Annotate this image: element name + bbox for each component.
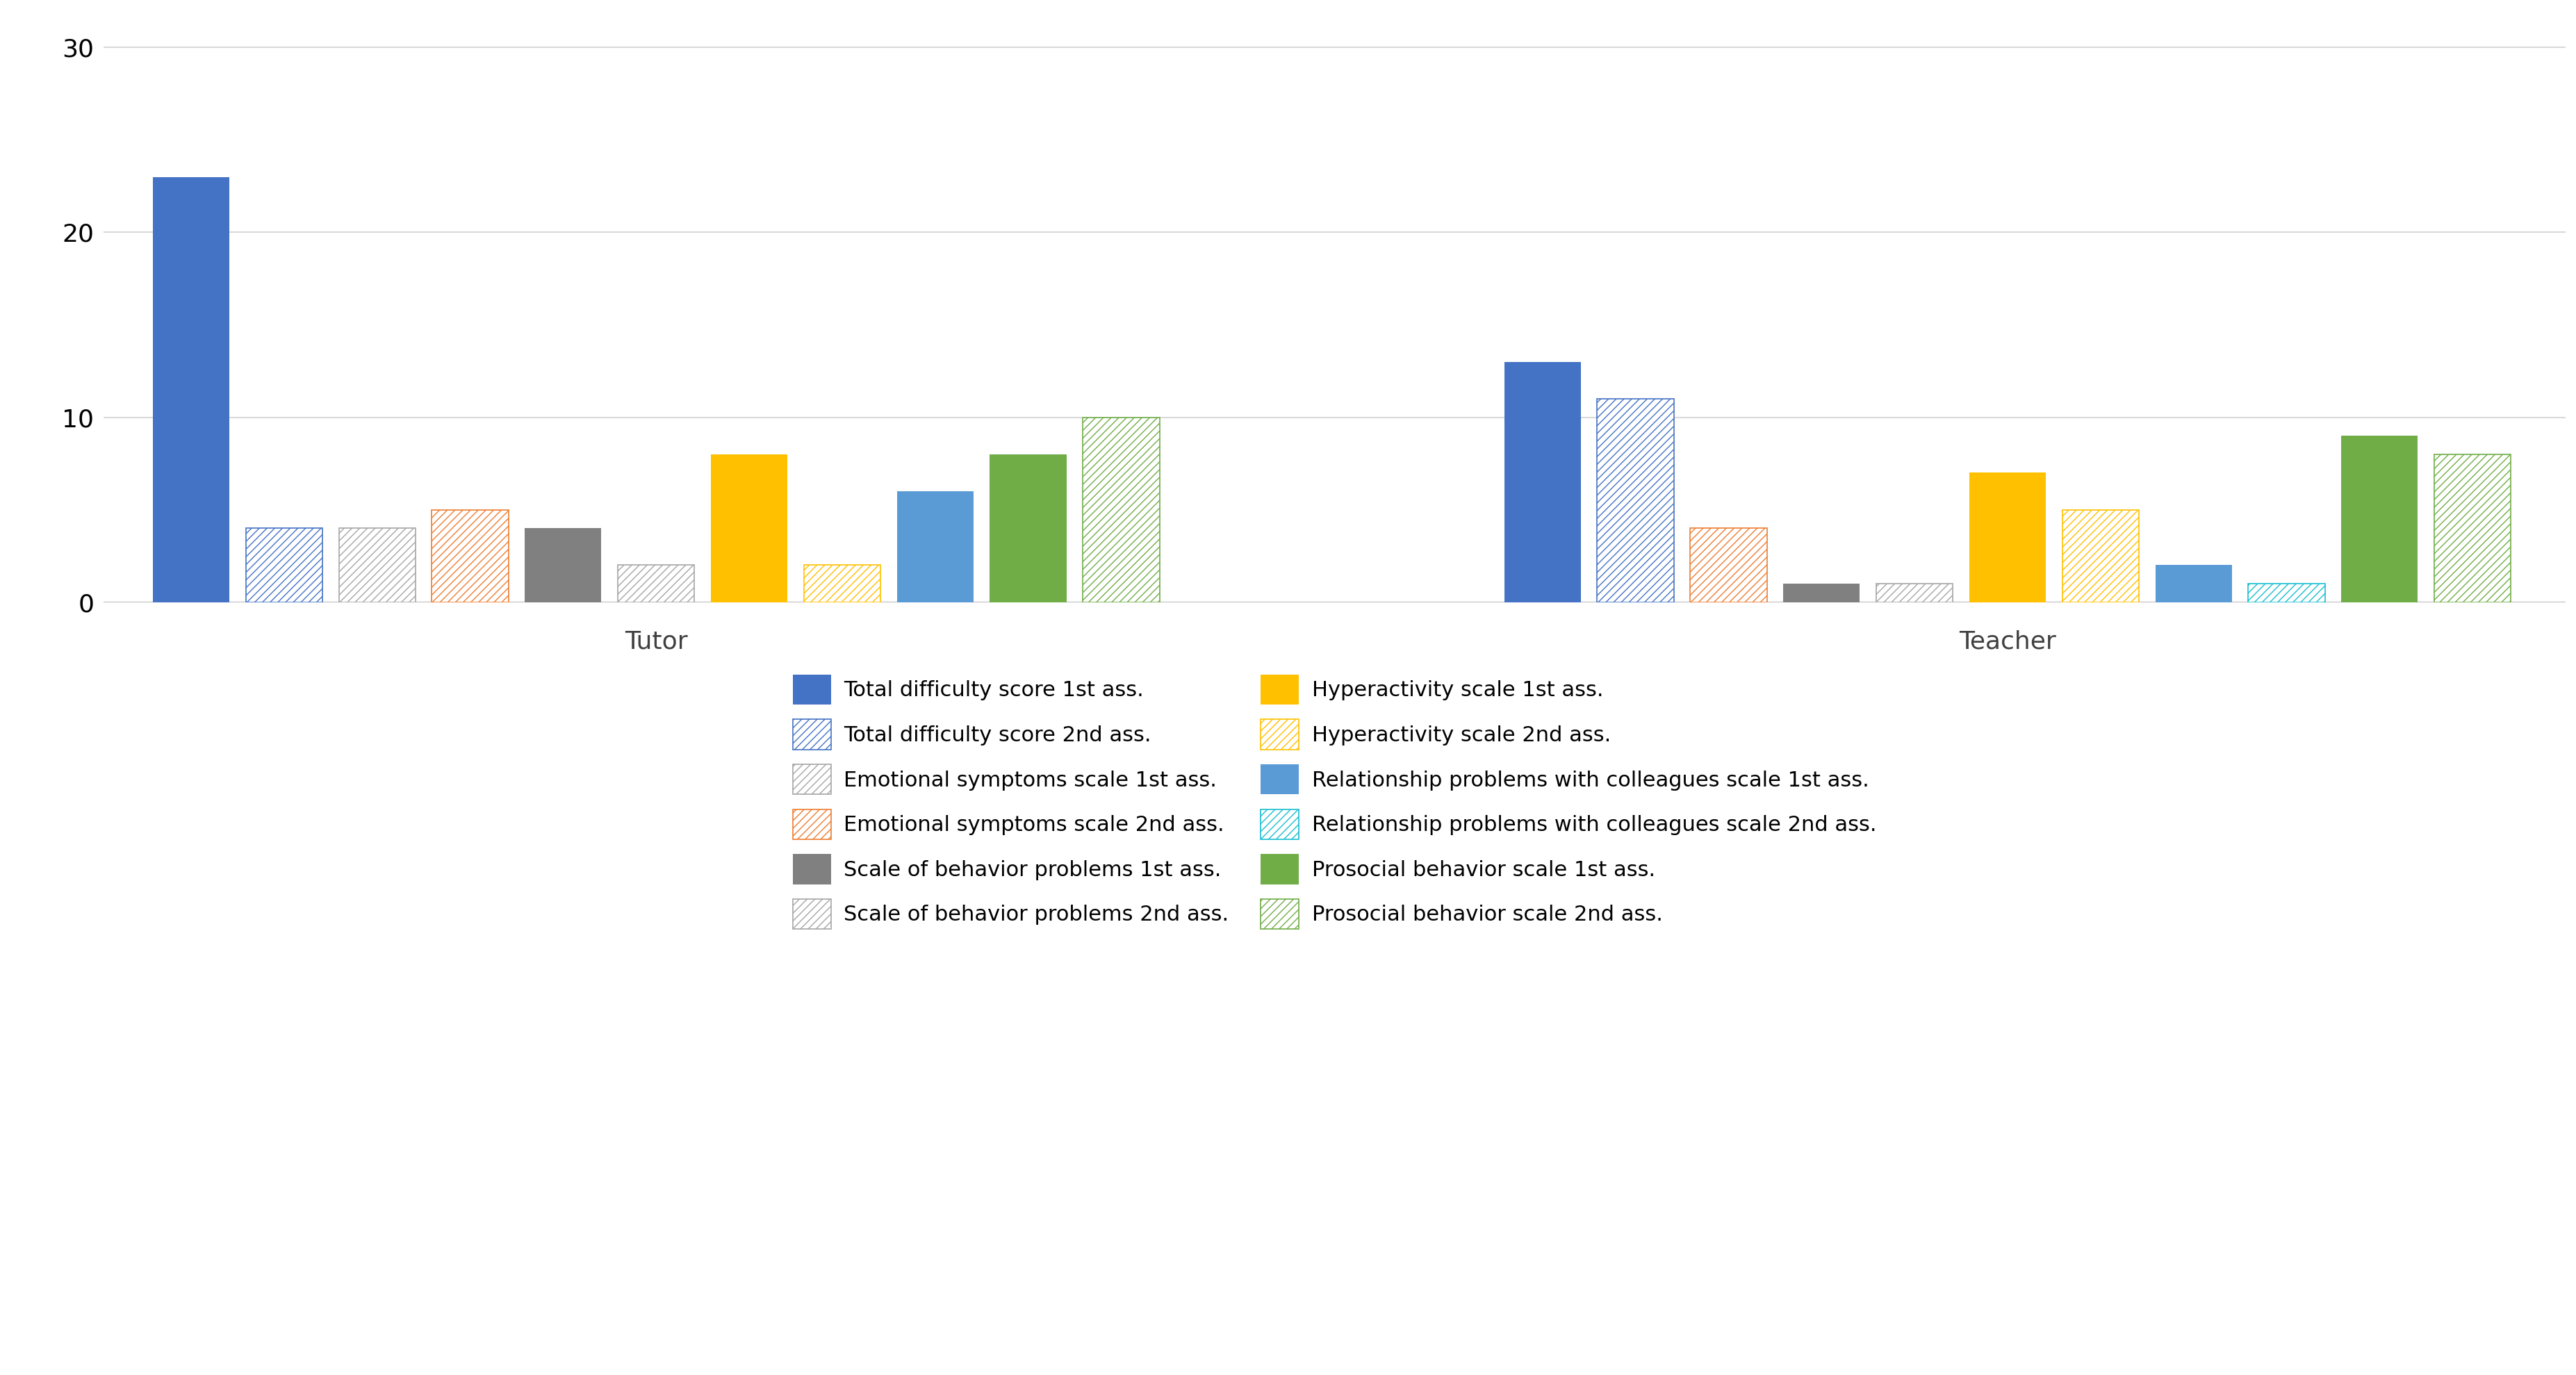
Bar xyxy=(804,565,881,602)
Bar xyxy=(526,528,600,602)
Bar xyxy=(2156,565,2231,602)
Bar xyxy=(618,565,696,602)
Bar xyxy=(245,528,322,602)
Bar xyxy=(896,491,974,602)
Bar xyxy=(433,510,507,602)
Bar xyxy=(152,177,229,602)
Bar xyxy=(1968,473,2045,602)
Legend: Total difficulty score 1st ass., Total difficulty score 2nd ass., Emotional symp: Total difficulty score 1st ass., Total d… xyxy=(783,666,1886,938)
Bar xyxy=(1690,528,1767,602)
Text: Tutor: Tutor xyxy=(623,630,688,653)
Bar xyxy=(1875,583,1953,602)
Bar xyxy=(2434,454,2512,602)
Bar xyxy=(989,454,1066,602)
Bar xyxy=(340,528,415,602)
Bar xyxy=(2063,510,2138,602)
Bar xyxy=(1597,399,1674,602)
Bar xyxy=(1504,362,1582,602)
Bar xyxy=(1082,417,1159,602)
Bar xyxy=(2249,583,2326,602)
Bar xyxy=(1783,583,1860,602)
Bar xyxy=(711,454,788,602)
Text: Teacher: Teacher xyxy=(1958,630,2056,653)
Bar xyxy=(2342,436,2419,602)
